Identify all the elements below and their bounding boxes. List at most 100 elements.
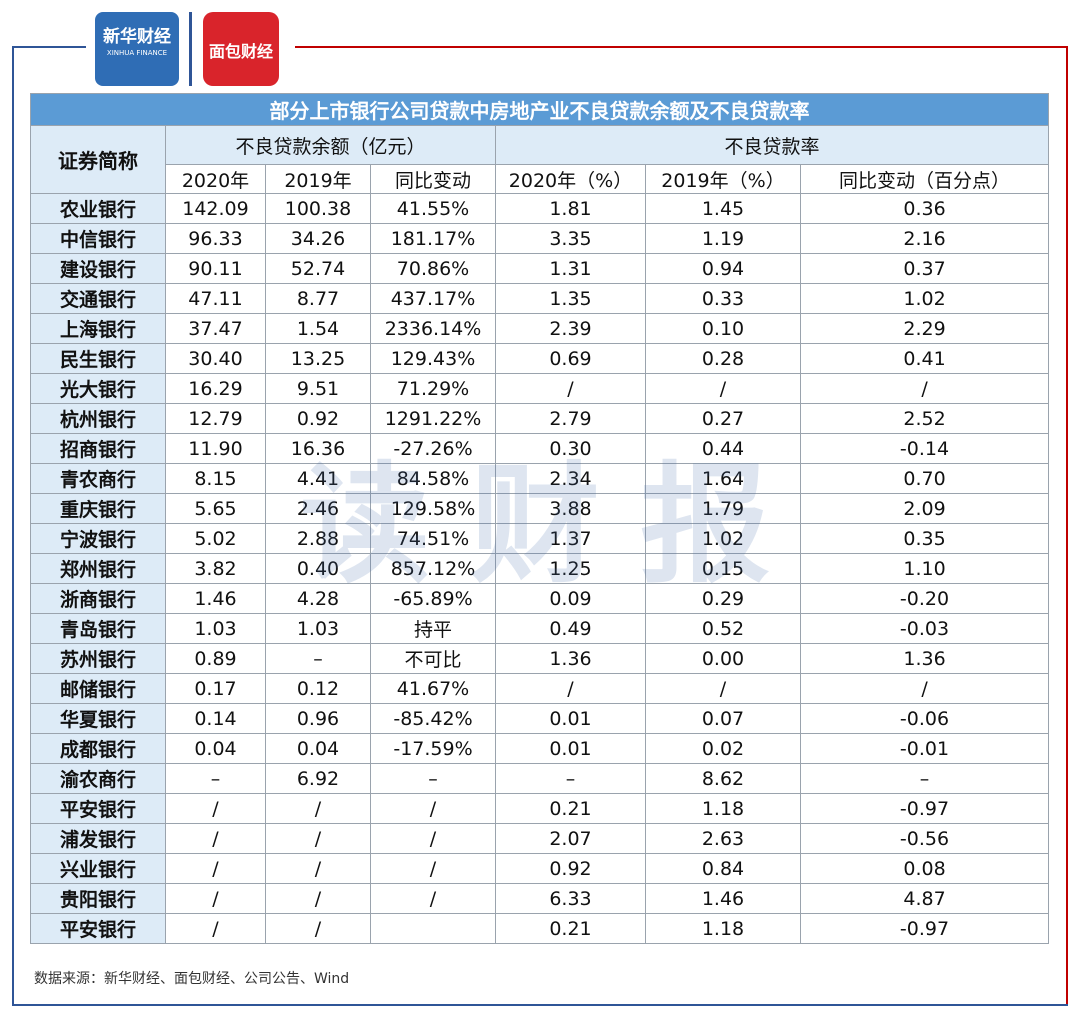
frame-top-blue (12, 46, 86, 48)
table-row: 证券简称 不良贷款余额（亿元） 不良贷款率 (30, 125, 1050, 194)
cell: 4.87 (799, 883, 1050, 914)
cell: 1.81 (495, 193, 646, 224)
cell: 0.01 (495, 703, 646, 734)
cell: -0.14 (799, 433, 1050, 464)
cell: -65.89% (370, 583, 496, 614)
cell: -0.03 (799, 613, 1050, 644)
source-note: 数据来源：新华财经、面包财经、公司公告、Wind (34, 971, 350, 987)
cell: / (495, 673, 646, 704)
cell: 47.11 (165, 283, 266, 314)
cell: / (370, 853, 496, 884)
column-header: 同比变动（百分点） (799, 164, 1050, 194)
table-row: 贵阳银行 / //6.33 1.46 4.87 (30, 883, 1050, 914)
cell: 0.89 (165, 643, 266, 674)
table-row: 苏州银行 0.89– 不可比 1.36 0.00 1.36 (30, 643, 1050, 674)
cell: 9.51 (265, 373, 371, 404)
cell: / (645, 373, 801, 404)
bank-name: 民生银行 (30, 343, 166, 374)
xinhua-sub: XINHUA FINANCE (106, 49, 168, 57)
cell: 0.84 (645, 853, 801, 884)
cell: -85.42% (370, 703, 496, 734)
cell: 5.02 (165, 523, 266, 554)
table-row: 成都银行 0.04 0.04 -17.59% 0.01 0.02 -0.01 (30, 733, 1050, 764)
cell: 41.55% (370, 193, 496, 224)
bank-name: 邮储银行 (30, 673, 166, 704)
cell: 0.00 (645, 643, 801, 674)
cell: 1.36 (495, 643, 646, 674)
cell: / (799, 373, 1050, 404)
cell (370, 913, 496, 944)
cell: 1.02 (645, 523, 801, 554)
cell: -0.20 (799, 583, 1050, 614)
table-title: 部分上市银行公司贷款中房地产业不良贷款余额及不良贷款率 (29, 93, 1050, 126)
cell: 2.07 (495, 823, 646, 854)
cell: 1.10 (799, 553, 1050, 584)
bank-name: 光大银行 (30, 373, 166, 404)
cell: – (495, 763, 646, 794)
frame-bottom (12, 1004, 1068, 1006)
cell: 0.96 (265, 703, 371, 734)
cell: 0.15 (645, 553, 801, 584)
cell: 2336.14% (370, 313, 496, 344)
table-row: 平安银行 //0.21 1.18 -0.97 (30, 913, 1050, 944)
cell: / (370, 883, 496, 914)
group-header: 证券简称 (30, 125, 166, 194)
frame-left (12, 46, 14, 1006)
cell: 1.79 (645, 493, 801, 524)
cell: – (799, 763, 1050, 794)
xinhua-name: 新华财经 (103, 27, 171, 47)
bank-name: 苏州银行 (30, 643, 166, 674)
cell: -0.97 (799, 913, 1050, 944)
cell: -0.97 (799, 793, 1050, 824)
cell: 0.21 (495, 913, 646, 944)
cell: 0.02 (645, 733, 801, 764)
cell: 0.69 (495, 343, 646, 374)
cell: 2.09 (799, 493, 1050, 524)
cell: 857.12% (370, 553, 496, 584)
bank-name: 重庆银行 (30, 493, 166, 524)
cell: 0.17 (165, 673, 266, 704)
cell: 84.58% (370, 463, 496, 494)
cell: 0.94 (645, 253, 801, 284)
cell: 1.25 (495, 553, 646, 584)
bank-name: 华夏银行 (30, 703, 166, 734)
cell: 3.88 (495, 493, 646, 524)
cell: 37.47 (165, 313, 266, 344)
xinhua-logo: 新华财经 XINHUA FINANCE (95, 12, 179, 86)
cell: 2.63 (645, 823, 801, 854)
cell: / (265, 823, 371, 854)
cell: / (370, 823, 496, 854)
cell: / (165, 853, 266, 884)
table-row: 杭州银行 12.79 0.92 1291.22% 2.79 0.27 2.52 (30, 403, 1050, 434)
cell: 0.09 (495, 583, 646, 614)
table-row: 光大银行 16.29 9.51 71.29% / / / (30, 373, 1050, 404)
cell: 1.54 (265, 313, 371, 344)
bank-name: 平安银行 (30, 913, 166, 944)
cell: – (165, 763, 266, 794)
cell: 0.33 (645, 283, 801, 314)
column-header: 2020年（%） (495, 164, 646, 194)
cell: 11.90 (165, 433, 266, 464)
cell: 0.27 (645, 403, 801, 434)
table-row: 平安银行 / //0.21 1.18 -0.97 (30, 793, 1050, 824)
cell: -0.06 (799, 703, 1050, 734)
bank-name: 渝农商行 (30, 763, 166, 794)
table-row: 浦发银行 / //2.07 2.63 -0.56 (30, 823, 1050, 854)
cell: / (799, 673, 1050, 704)
cell: -0.01 (799, 733, 1050, 764)
cell: 1.31 (495, 253, 646, 284)
cell: 1.18 (645, 793, 801, 824)
bank-name: 平安银行 (30, 793, 166, 824)
table-row: 郑州银行 3.82 0.40 857.12% 1.25 0.15 1.10 (30, 553, 1050, 584)
cell: -0.56 (799, 823, 1050, 854)
cell: 181.17% (370, 223, 496, 254)
cell: 2.46 (265, 493, 371, 524)
cell: 2.39 (495, 313, 646, 344)
cell: 1.19 (645, 223, 801, 254)
bank-name: 浙商银行 (30, 583, 166, 614)
column-header: 2020年 (165, 164, 266, 194)
bank-name: 招商银行 (30, 433, 166, 464)
cell: 74.51% (370, 523, 496, 554)
cell: 不可比 (370, 643, 496, 674)
